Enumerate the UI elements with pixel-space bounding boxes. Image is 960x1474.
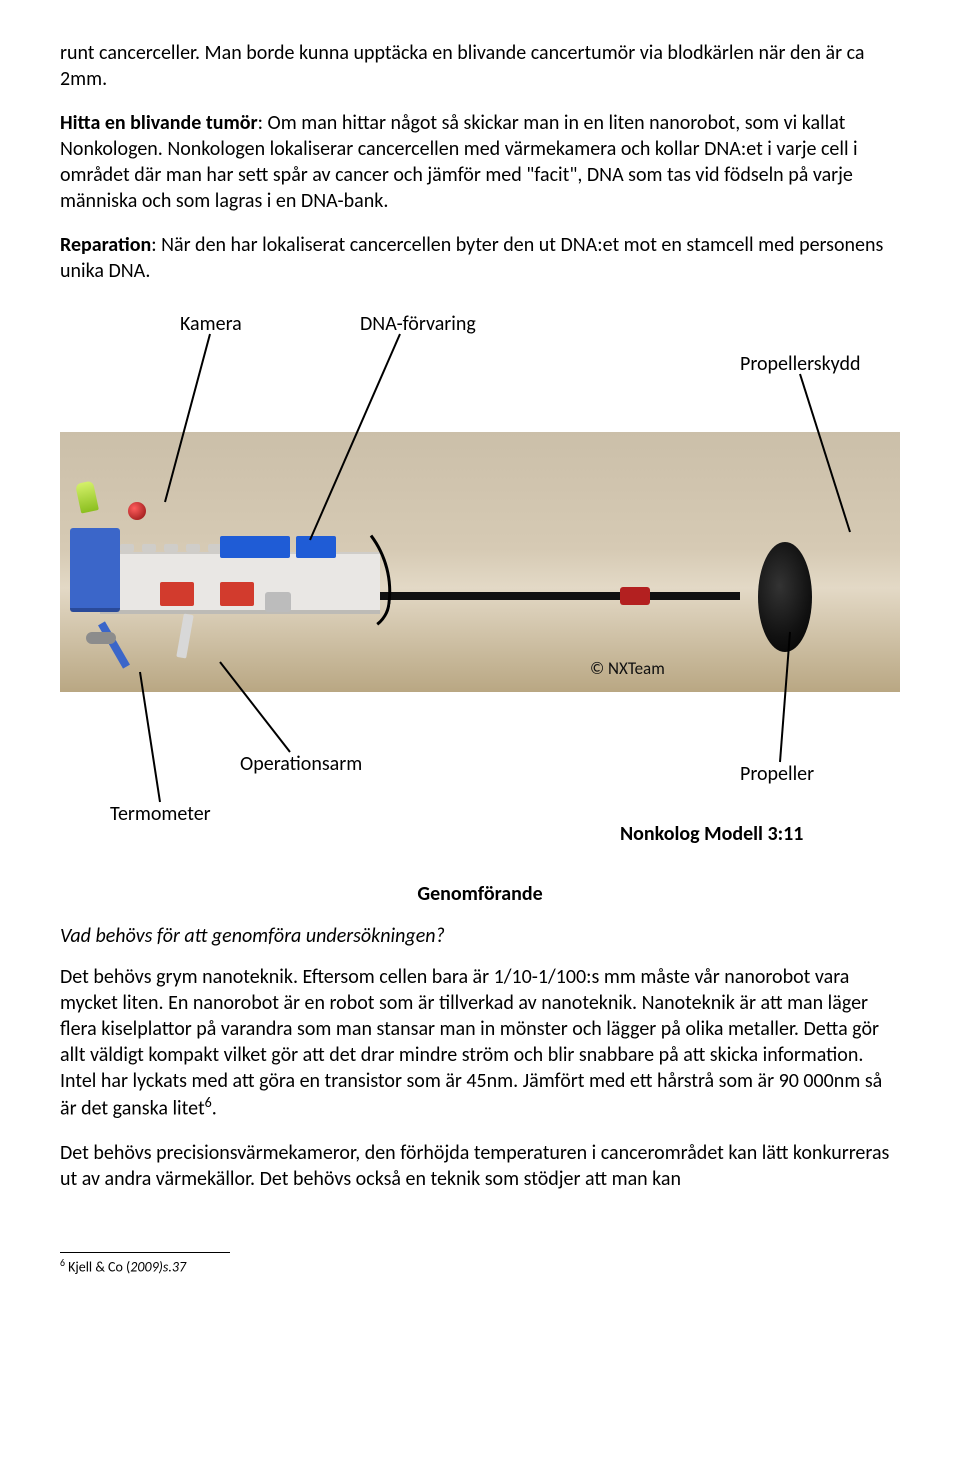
label-operationsarm: Operationsarm — [240, 752, 362, 776]
footnote-italic: 2009)s.37 — [130, 1258, 186, 1275]
label-termometer: Termometer — [110, 802, 211, 826]
paragraph-4: Det behövs grym nanoteknik. Eftersom cel… — [60, 964, 900, 1122]
lead-3: Reparation — [60, 233, 151, 257]
grey-pin — [86, 632, 116, 644]
question: Vad behövs för att genomföra undersöknin… — [60, 924, 900, 948]
blue-end-cap — [70, 528, 120, 612]
section-heading: Genomförande — [60, 882, 900, 906]
label-kamera: Kamera — [180, 312, 242, 336]
label-propeller: Propeller — [740, 762, 814, 786]
footnote-text1: Kjell & Co ( — [65, 1258, 130, 1275]
p4-end: . — [212, 1097, 217, 1121]
nanorobot-diagram: Kamera DNA-förvaring Propellerskydd © NX… — [60, 302, 900, 862]
diagram-photo: © NXTeam — [60, 432, 900, 692]
paragraph-2: Hitta en blivande tumör: Om man hittar n… — [60, 110, 900, 214]
label-model: Nonkolog Modell 3:11 — [620, 822, 803, 846]
lead-2: Hitta en blivande tumör — [60, 111, 258, 135]
diagram-copyright: © NXTeam — [590, 658, 665, 679]
shaft — [340, 592, 740, 600]
label-propellerskydd: Propellerskydd — [740, 352, 861, 376]
document-page: runt cancerceller. Man borde kunna upptä… — [0, 0, 960, 1299]
green-lamp — [75, 480, 99, 513]
red-hub — [620, 587, 650, 605]
propeller-wheel — [758, 542, 812, 652]
label-dna: DNA-förvaring — [360, 312, 476, 336]
p4-sup: 6 — [205, 1094, 212, 1111]
paragraph-1: runt cancerceller. Man borde kunna upptä… — [60, 40, 900, 92]
operation-arm — [176, 613, 193, 658]
footnote-rule — [60, 1252, 230, 1253]
thermometer-rod — [98, 621, 130, 668]
paragraph-3: Reparation: När den har lokaliserat canc… — [60, 232, 900, 284]
footnote: 6 Kjell & Co (2009)s.37 — [60, 1257, 900, 1276]
rest-3: : När den har lokaliserat cancercellen b… — [60, 233, 883, 283]
paragraph-5: Det behövs precisionsvärmekameror, den f… — [60, 1140, 900, 1192]
